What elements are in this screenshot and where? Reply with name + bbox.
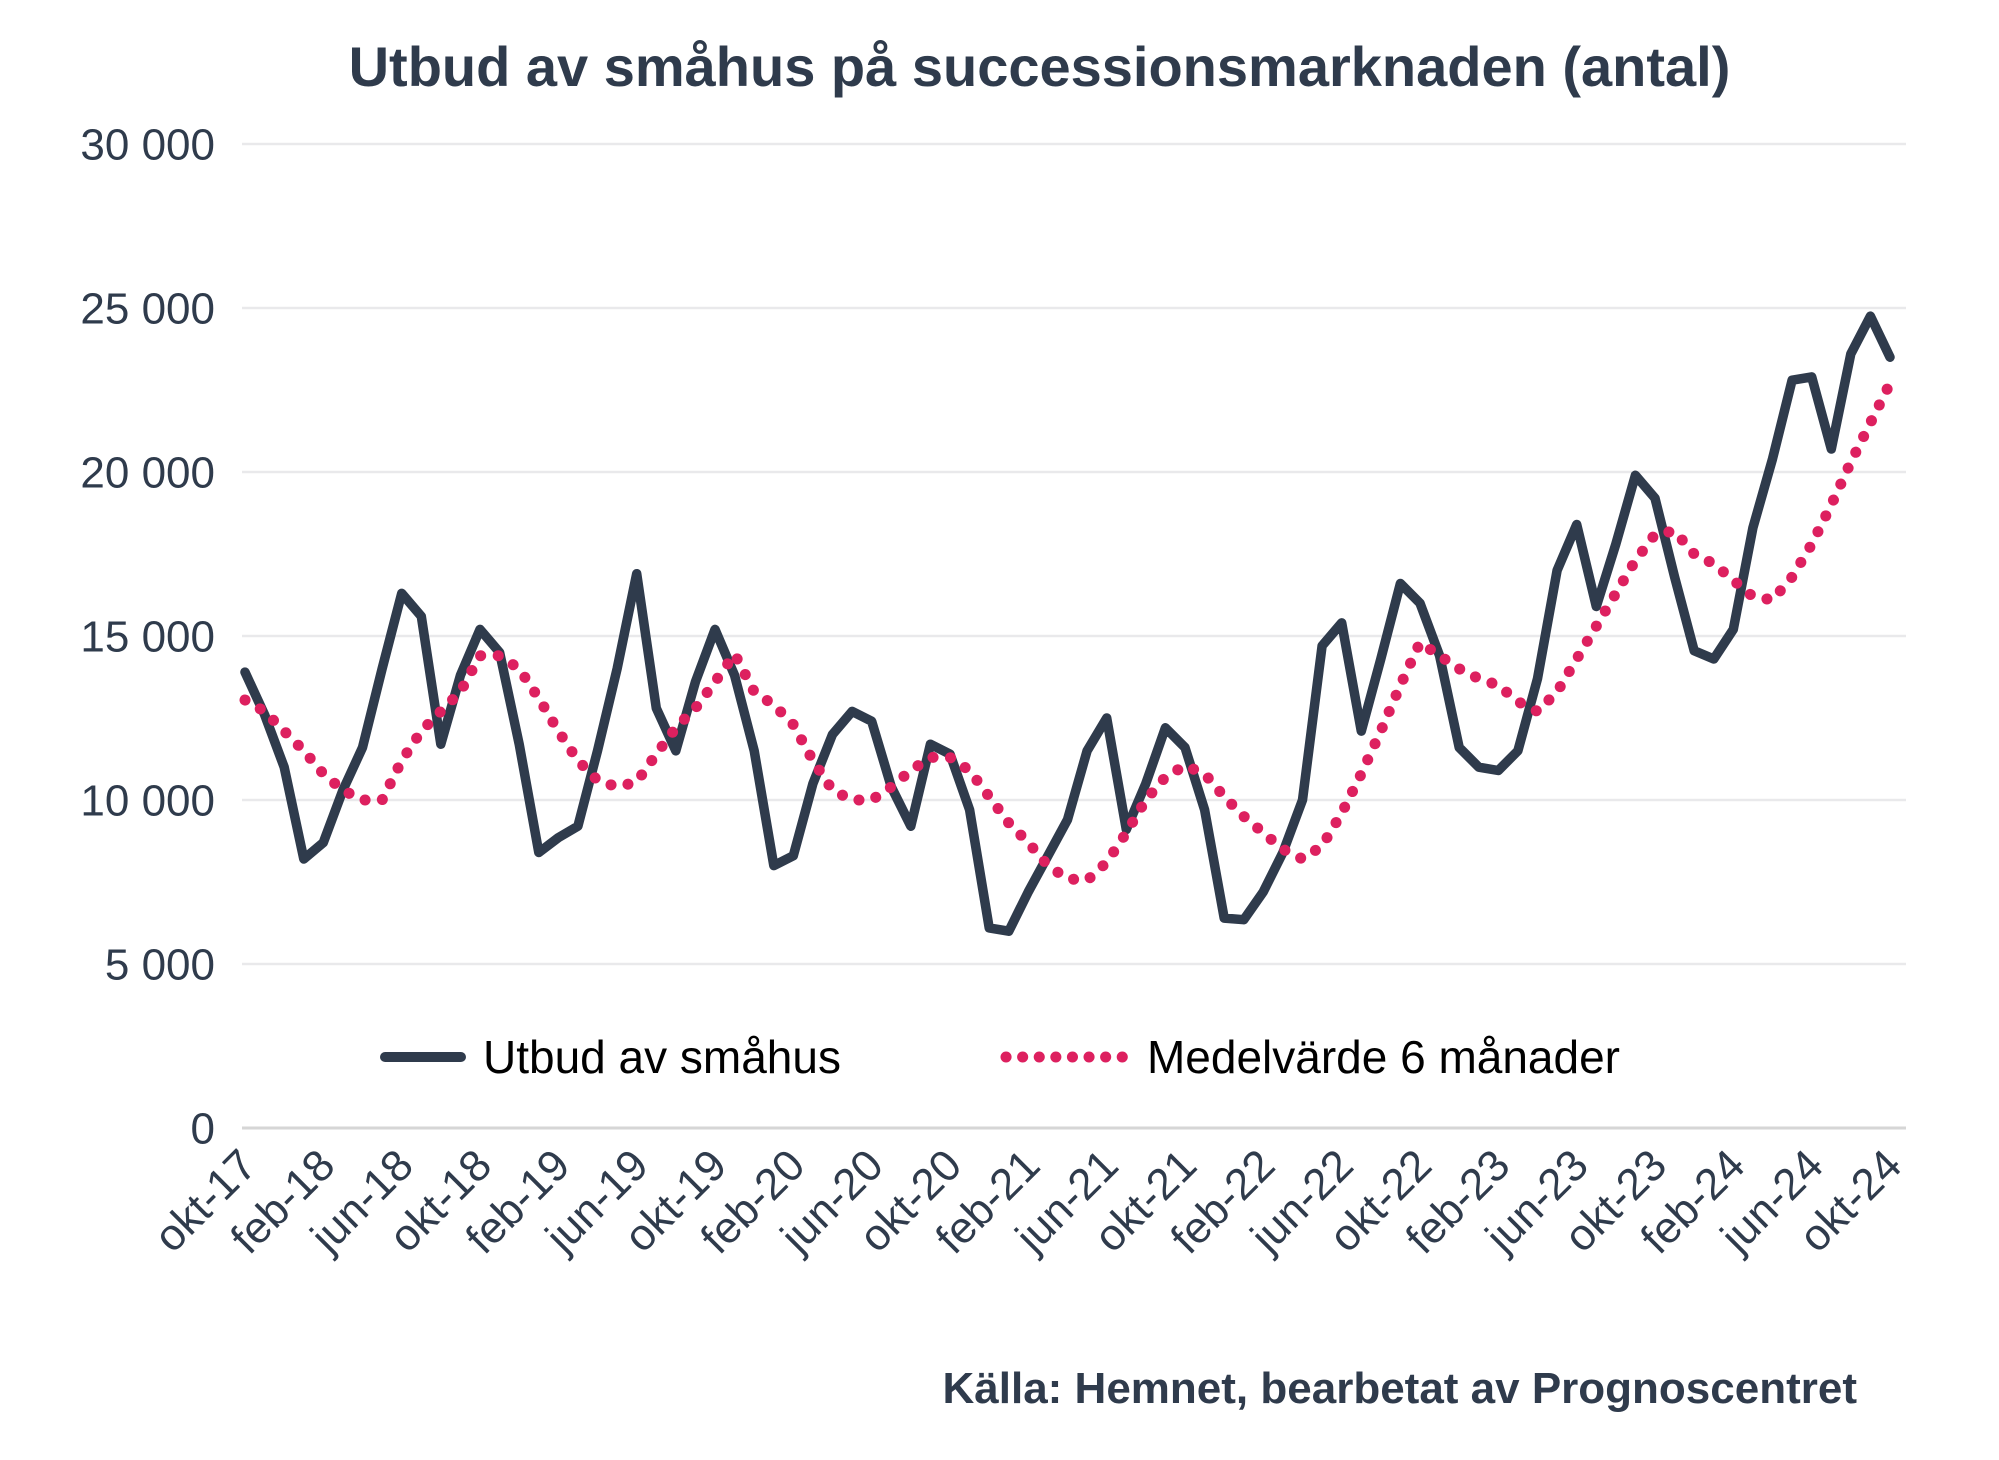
legend-item-utbud: Utbud av småhus — [379, 1030, 841, 1084]
y-tick-label: 10 000 — [80, 776, 215, 825]
legend-label-medelvarde: Medelvärde 6 månader — [1146, 1031, 1621, 1083]
legend: Utbud av småhus Medelvärde 6 månader — [0, 1030, 1999, 1084]
dotted-line-swatch-icon — [1000, 1051, 1131, 1063]
series-medelvarde-path — [239, 377, 1896, 887]
legend-item-medelvarde: Medelvärde 6 månader — [999, 1030, 1620, 1084]
y-tick-label: 5 000 — [105, 940, 215, 989]
y-tick-label: 30 000 — [80, 120, 215, 169]
y-tick-label: 15 000 — [80, 612, 215, 661]
chart-title: Utbud av småhus på successionsmarknaden … — [348, 35, 1731, 98]
solid-line-swatch-icon — [379, 1052, 466, 1062]
source-note: Källa: Hemnet, bearbetat av Prognoscentr… — [942, 1364, 1857, 1413]
series-utbud-path — [240, 311, 1895, 936]
y-tick-label: 0 — [191, 1104, 215, 1153]
y-tick-label: 20 000 — [80, 448, 215, 497]
legend-label-utbud: Utbud av småhus — [482, 1031, 841, 1083]
y-tick-label: 25 000 — [80, 284, 215, 333]
